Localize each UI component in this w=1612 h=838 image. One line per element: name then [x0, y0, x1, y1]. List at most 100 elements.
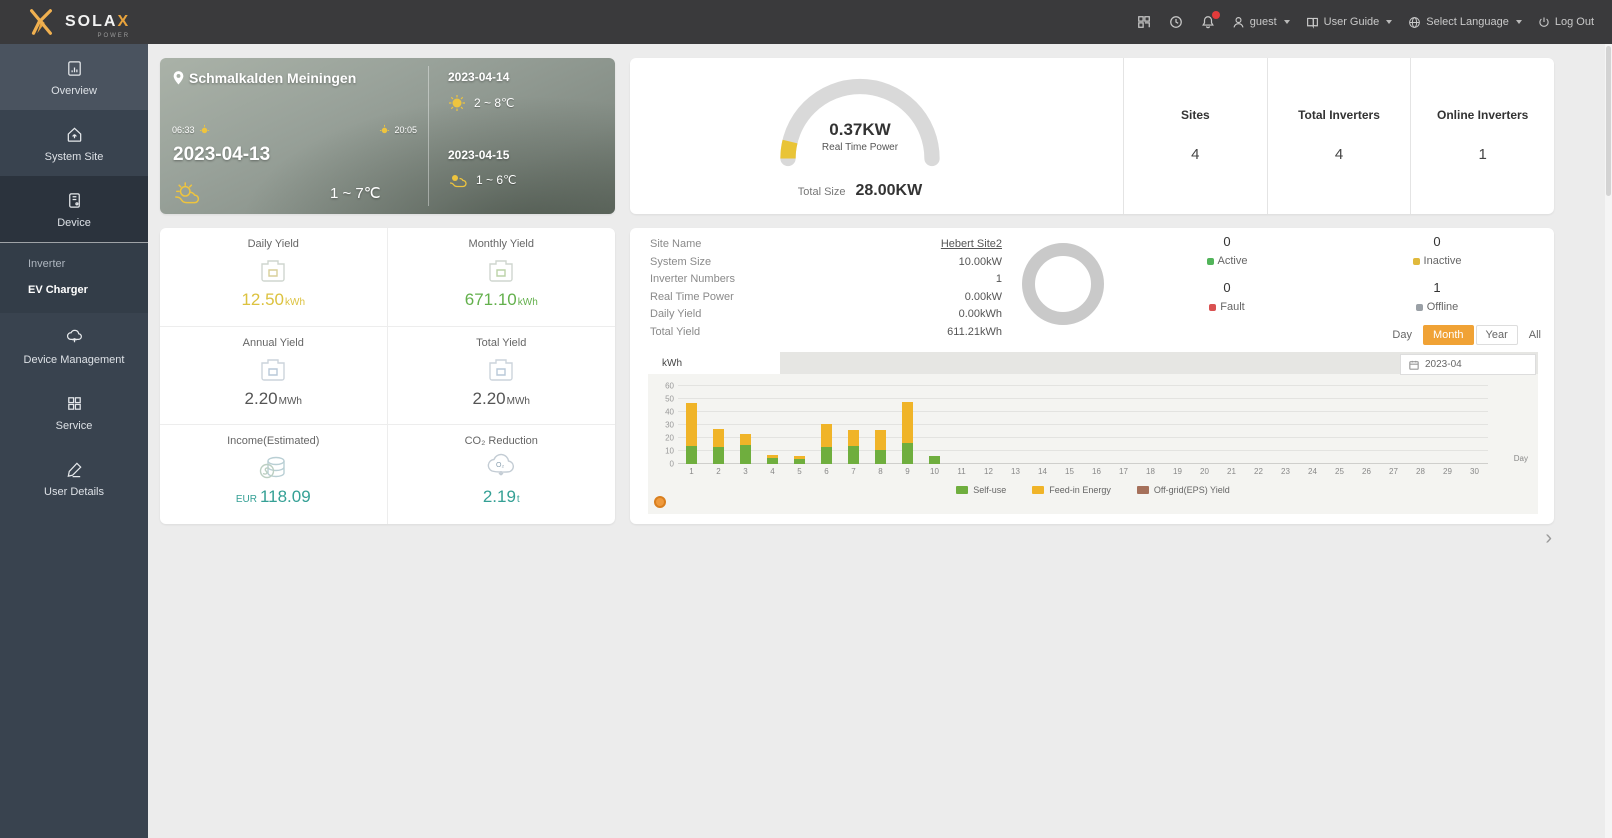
stacked-bar [1442, 386, 1453, 464]
chart-bars [678, 386, 1488, 464]
gridline [678, 463, 1488, 464]
range-button-month[interactable]: Month [1422, 325, 1474, 345]
yield-value: 2.20MWh [472, 388, 530, 408]
meter-icon [483, 355, 519, 385]
stacked-bar [1334, 386, 1345, 464]
device-management-icon [65, 328, 84, 347]
x-tick-label: 19 [1173, 467, 1182, 476]
gridline [678, 398, 1488, 399]
stacked-bar [1145, 386, 1156, 464]
logout-button[interactable]: Log Out [1538, 16, 1594, 28]
meter-icon [483, 256, 519, 286]
legend-label: Self-use [973, 485, 1007, 495]
notification-bell-icon[interactable] [1200, 11, 1220, 30]
brand-logo[interactable]: SOLAX POWER [26, 7, 131, 40]
offline-status-dot [1415, 303, 1423, 311]
select-language-menu[interactable]: Select Language [1408, 16, 1522, 29]
sidebar-item-user-details[interactable]: User Details [0, 445, 148, 511]
range-button-year[interactable]: Year [1475, 325, 1518, 345]
forecast-date: 2023-04-15 [448, 148, 510, 162]
subitem-label: EV Charger [28, 284, 88, 296]
yield-chart-panel: kWh 0 10 20 30 40 50 60 1 2 3 4 5 6 7 8 9 10 11 12 13 14 15 1… [648, 352, 1552, 548]
y-tick-label: 50 [665, 394, 674, 404]
status-count: 0 [1223, 280, 1231, 295]
yield-cell-annual: Annual Yield 2.20MWh [160, 326, 388, 426]
user-name: guest [1249, 16, 1277, 28]
x-tick-label: 14 [1038, 467, 1047, 476]
yield-cell-co2: CO₂ Reduction O₂ 2.19t [388, 425, 616, 524]
bar-slot [1191, 386, 1218, 464]
forecast-day-2: 2023-04-15 1 ~ 6℃ [448, 148, 608, 188]
sidebar-item-service[interactable]: Service [0, 379, 148, 445]
brand-wordmark: SOLAX POWER [65, 13, 131, 40]
range-button-day[interactable]: Day [1383, 326, 1421, 344]
sidebar-subitem-ev-charger[interactable]: EV Charger [0, 277, 148, 303]
bar-slot [1326, 386, 1353, 464]
user-guide-menu[interactable]: User Guide [1306, 16, 1393, 29]
status-label: Active [1217, 255, 1248, 267]
yield-value: 671.10kWh [464, 290, 538, 309]
bar-slot [786, 386, 813, 464]
info-label: Total Yield [650, 325, 701, 338]
inactive-status-dot [1412, 257, 1420, 265]
sidebar-item-label: Overview [51, 85, 97, 97]
x-tick-label: 17 [1119, 467, 1128, 476]
y-tick-label: 30 [665, 420, 674, 430]
legend-label: Off-grid(EPS) Yield [1153, 485, 1230, 495]
x-tick-label: 4 [770, 467, 775, 476]
month-date-picker[interactable]: 2023-04 [1400, 354, 1536, 375]
chart-grid [678, 385, 1488, 464]
bar-segment [902, 401, 913, 444]
page-scrollbar[interactable] [1605, 44, 1612, 838]
sidebar-item-device[interactable]: Device [0, 176, 148, 243]
x-tick-label: 26 [1362, 467, 1371, 476]
legend-item[interactable]: Off-grid(EPS) Yield [1136, 485, 1230, 495]
date-value: 2023-04 [1425, 359, 1462, 370]
select-language-label: Select Language [1426, 16, 1509, 28]
sidebar-item-system-site[interactable]: System Site [0, 110, 148, 176]
main-content: Schmalkalden Meiningen 06:33 20:05 2023-… [148, 44, 1612, 838]
scan-icon[interactable] [1136, 14, 1152, 30]
y-tick-label: 40 [665, 407, 674, 417]
info-value: 10.00kW [958, 255, 1002, 268]
top-navbar-right: guest User Guide Select Language Log Out [1136, 11, 1594, 30]
legend-item[interactable]: Self-use [956, 485, 1006, 495]
info-row-system-size: System Size 10.00kW [650, 254, 1002, 272]
fault-status-dot [1209, 303, 1217, 311]
stacked-bar [1361, 386, 1372, 464]
x-tick-label: 27 [1389, 467, 1398, 476]
sidebar-subitem-inverter[interactable]: Inverter [0, 251, 148, 277]
x-tick-label: 22 [1254, 467, 1263, 476]
site-detail-card: Site Name Hebert Site2 System Size 10.00… [630, 228, 1554, 548]
stacked-bar [1199, 386, 1210, 464]
sunrise-time: 06:33 [172, 124, 195, 135]
stacked-bar [1469, 386, 1480, 464]
legend-item[interactable]: Feed-in Energy [1032, 485, 1111, 495]
sidebar-item-overview[interactable]: Overview [0, 44, 148, 110]
clock-icon[interactable] [1168, 14, 1184, 30]
scrollbar-thumb[interactable] [1606, 46, 1611, 196]
carousel-next-icon[interactable]: › [1545, 527, 1552, 549]
info-value: 1 [995, 273, 1002, 285]
service-icon [65, 394, 84, 413]
range-button-all[interactable]: All [1520, 326, 1550, 344]
info-row-site-name: Site Name Hebert Site2 [650, 236, 1002, 254]
bar-slot [1164, 386, 1191, 464]
x-tick-label: 6 [824, 467, 829, 476]
yield-label: Income(Estimated) [227, 435, 320, 448]
user-icon [1233, 16, 1244, 28]
info-label: Daily Yield [650, 308, 702, 320]
bar-slot [1434, 386, 1461, 464]
y-tick-label: 60 [665, 381, 674, 391]
yield-cell-monthly: Monthly Yield 671.10kWh [387, 228, 615, 327]
chart-x-labels: 1 2 3 4 5 6 7 8 9 10 11 12 13 14 15 16 17 18 19 20 21 22 23 24 2… [678, 467, 1488, 476]
user-menu[interactable]: guest [1232, 16, 1290, 29]
bar-slot [705, 386, 732, 464]
stacked-bar [1010, 386, 1021, 464]
info-value: 0.00kW [964, 290, 1002, 303]
bar-segment [875, 449, 886, 464]
sidebar-item-device-management[interactable]: Device Management [0, 313, 148, 379]
tab-kwh[interactable]: kWh [648, 352, 780, 374]
site-name-link[interactable]: Hebert Site2 [940, 238, 1002, 250]
x-tick-label: 5 [797, 467, 802, 476]
